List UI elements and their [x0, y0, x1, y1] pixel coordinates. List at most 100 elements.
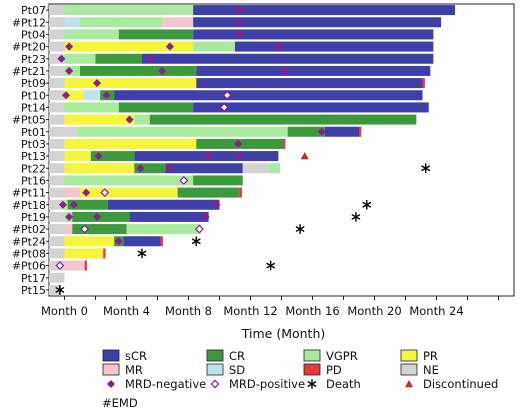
- response-segment-scr: [235, 41, 434, 52]
- legend-mrd-negative-marker: [106, 379, 116, 389]
- mrd-negative-marker: [65, 42, 74, 51]
- response-segment-ne: [49, 138, 65, 149]
- response-segment-cr: [67, 199, 108, 210]
- response-segment-scr: [165, 163, 243, 174]
- death-marker-stroke: [351, 214, 361, 220]
- legend-swatch-sd: [206, 363, 224, 376]
- patient-row: Pt14: [21, 101, 429, 114]
- x-tick-label: Month 16: [285, 304, 339, 318]
- legend-swatch-pd: [303, 363, 321, 376]
- response-segment-cr: [72, 224, 127, 235]
- legend-item: CR: [206, 349, 245, 363]
- response-segment-cr: [90, 151, 135, 162]
- mrd-negative-marker: [317, 127, 326, 136]
- patient-row: Pt16: [21, 174, 243, 187]
- death-marker-stroke: [137, 250, 147, 257]
- response-segment-pd: [103, 248, 106, 259]
- patient-row: Pt17: [21, 272, 65, 285]
- mrd-positive-marker: [222, 90, 232, 100]
- patient-row: Pt07: [21, 4, 456, 17]
- response-segment-pd: [239, 187, 242, 198]
- response-segment-pd: [422, 78, 425, 89]
- mrd-negative-marker: [212, 200, 221, 209]
- mrd-negative-marker: [65, 212, 74, 221]
- response-segment-vgpr: [64, 5, 194, 16]
- response-segment-vgpr: [64, 53, 96, 64]
- response-segment-scr: [129, 211, 209, 222]
- patient-row: #Pt05: [12, 114, 417, 127]
- mrd-positive-marker: [100, 188, 110, 198]
- response-segment-pr: [64, 151, 91, 162]
- patient-label: #Pt02: [12, 223, 46, 236]
- legend-item: PR: [400, 349, 438, 363]
- death-marker: [137, 248, 147, 259]
- response-segment-vgpr: [64, 29, 119, 40]
- death-marker: [421, 163, 430, 174]
- death-marker: [266, 260, 275, 271]
- response-segment-vgpr: [269, 163, 280, 174]
- mrd-negative-marker: [82, 188, 91, 197]
- death-marker-stroke: [55, 287, 65, 293]
- response-segment-pr: [64, 114, 135, 125]
- response-segment-ne: [49, 248, 65, 259]
- x-tick-label: Month 8: [165, 304, 212, 318]
- response-segment-vgpr: [126, 224, 201, 235]
- mrd-negative-marker: [235, 152, 244, 161]
- response-segment-ne: [49, 102, 65, 113]
- death-marker: [362, 199, 372, 210]
- x-tick-label: Month 4: [103, 304, 150, 318]
- response-segment-ne: [49, 284, 62, 295]
- mrd-negative-marker: [165, 42, 174, 51]
- mrd-negative-marker: [62, 91, 71, 100]
- patient-label: Pt14: [21, 101, 46, 114]
- death-marker-stroke: [191, 238, 201, 245]
- death-marker: [351, 212, 361, 222]
- mrd-negative-marker: [274, 42, 283, 51]
- legend-discontinued-marker: [405, 380, 413, 388]
- mrd-negative-marker: [93, 212, 102, 221]
- mrd-negative-marker: [235, 18, 244, 27]
- response-segment-mr: [162, 17, 194, 28]
- patient-row: Pt10: [21, 89, 423, 102]
- patient-row: Pt22: [21, 162, 430, 175]
- patient-label: Pt09: [21, 77, 46, 90]
- response-segment-ne: [49, 175, 65, 186]
- response-segment-pr: [64, 90, 84, 101]
- x-tick-label: Month 20: [347, 304, 401, 318]
- response-segment-ne: [49, 236, 65, 247]
- response-segment-ne: [49, 17, 65, 28]
- patient-label: #Pt11: [12, 187, 46, 200]
- mrd-negative-marker: [165, 164, 174, 173]
- legend-label: Discontinued: [423, 377, 498, 391]
- response-segment-vgpr: [64, 175, 194, 186]
- patient-label: Pt13: [21, 150, 46, 163]
- response-segment-sd: [83, 90, 101, 101]
- patient-label: #Pt08: [12, 247, 46, 260]
- patient-row: #Pt08: [12, 247, 147, 260]
- legend-item: SD: [206, 363, 245, 377]
- mrd-negative-marker: [204, 152, 213, 161]
- response-segment-pr: [80, 187, 178, 198]
- response-segment-ne: [49, 53, 65, 64]
- response-segment-cr: [80, 65, 197, 76]
- patient-label: #Pt18: [12, 199, 46, 212]
- response-segment-pr: [64, 163, 135, 174]
- patient-label: #Pt05: [12, 114, 46, 127]
- response-segment-cr: [118, 102, 194, 113]
- legend-label: MRD-positive: [229, 377, 305, 391]
- x-tick-label: Month 0: [41, 304, 88, 318]
- response-segment-ne: [242, 163, 270, 174]
- x-axis-title: Time (Month): [241, 326, 326, 341]
- patient-label: #Pt06: [12, 260, 46, 273]
- response-segment-cr: [177, 187, 240, 198]
- legend-mrd-positive-marker: [210, 379, 220, 389]
- legend-label: MR: [125, 363, 143, 377]
- legend-swatch-vgpr: [303, 349, 321, 362]
- response-segment-ne: [49, 78, 65, 89]
- patient-label: Pt17: [21, 272, 46, 285]
- response-segment-ne: [49, 187, 65, 198]
- discontinued-marker: [300, 152, 309, 160]
- patient-label: #Pt12: [12, 16, 46, 29]
- patient-row: #Pt06: [12, 260, 275, 273]
- patient-row: #Pt21: [12, 65, 431, 78]
